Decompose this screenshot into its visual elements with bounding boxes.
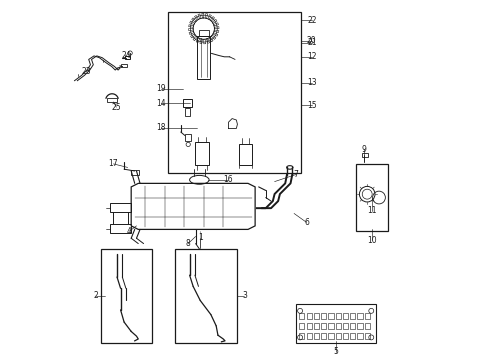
Text: 17: 17 bbox=[108, 159, 118, 168]
Text: 21: 21 bbox=[306, 38, 316, 47]
Text: 11: 11 bbox=[366, 207, 376, 216]
Text: 12: 12 bbox=[306, 52, 316, 61]
Bar bbox=[335, 333, 340, 339]
Bar bbox=[335, 323, 340, 329]
Bar bbox=[106, 98, 117, 102]
Text: 8: 8 bbox=[185, 239, 190, 248]
Bar bbox=[328, 333, 333, 339]
Text: 20: 20 bbox=[306, 36, 316, 45]
Bar bbox=[321, 312, 325, 319]
Bar bbox=[349, 323, 355, 329]
Text: 15: 15 bbox=[306, 100, 316, 109]
Bar bbox=[199, 30, 208, 36]
Bar bbox=[364, 333, 369, 339]
Bar bbox=[121, 64, 126, 67]
Bar bbox=[306, 323, 311, 329]
Bar bbox=[349, 333, 355, 339]
Bar bbox=[239, 144, 251, 165]
Text: 3: 3 bbox=[242, 291, 246, 300]
Bar bbox=[355, 164, 387, 231]
Bar bbox=[342, 333, 347, 339]
Bar bbox=[101, 249, 152, 343]
Bar bbox=[168, 12, 301, 173]
Bar bbox=[299, 312, 304, 319]
Bar bbox=[313, 312, 318, 319]
Bar bbox=[357, 312, 362, 319]
Bar bbox=[110, 224, 131, 233]
Text: 6: 6 bbox=[304, 218, 308, 227]
Text: 18: 18 bbox=[156, 123, 166, 132]
Bar bbox=[313, 323, 318, 329]
Bar bbox=[328, 312, 333, 319]
Bar bbox=[124, 56, 130, 59]
Bar bbox=[182, 99, 192, 107]
Text: 19: 19 bbox=[156, 85, 166, 94]
Text: 10: 10 bbox=[366, 235, 376, 244]
Text: 25: 25 bbox=[111, 103, 121, 112]
Text: 22: 22 bbox=[306, 16, 316, 25]
Bar bbox=[184, 108, 190, 116]
Bar bbox=[335, 312, 340, 319]
Text: 24: 24 bbox=[121, 51, 130, 60]
Bar bbox=[364, 312, 369, 319]
Text: 14: 14 bbox=[156, 99, 166, 108]
Bar bbox=[349, 312, 355, 319]
Bar bbox=[313, 333, 318, 339]
Bar bbox=[175, 249, 237, 343]
Bar bbox=[195, 142, 209, 165]
Bar bbox=[306, 333, 311, 339]
Bar bbox=[361, 153, 367, 157]
Text: 7: 7 bbox=[293, 170, 298, 179]
Bar bbox=[299, 323, 304, 329]
Bar bbox=[364, 323, 369, 329]
Bar bbox=[197, 36, 210, 79]
Text: 1: 1 bbox=[198, 233, 202, 242]
Bar bbox=[110, 203, 131, 212]
Bar bbox=[321, 333, 325, 339]
Bar bbox=[357, 333, 362, 339]
Bar bbox=[131, 170, 139, 175]
Bar bbox=[306, 312, 311, 319]
Text: 4: 4 bbox=[127, 227, 132, 236]
Text: 23: 23 bbox=[81, 67, 91, 76]
Text: 5: 5 bbox=[332, 347, 337, 356]
Bar bbox=[342, 312, 347, 319]
Bar bbox=[357, 323, 362, 329]
Text: 2: 2 bbox=[93, 291, 98, 300]
Text: 16: 16 bbox=[223, 175, 232, 184]
Text: 13: 13 bbox=[306, 78, 316, 87]
Bar bbox=[321, 323, 325, 329]
Text: 9: 9 bbox=[361, 144, 366, 153]
Bar bbox=[328, 323, 333, 329]
Bar bbox=[299, 333, 304, 339]
Bar bbox=[342, 323, 347, 329]
Bar bbox=[184, 134, 191, 141]
Bar bbox=[295, 304, 375, 343]
